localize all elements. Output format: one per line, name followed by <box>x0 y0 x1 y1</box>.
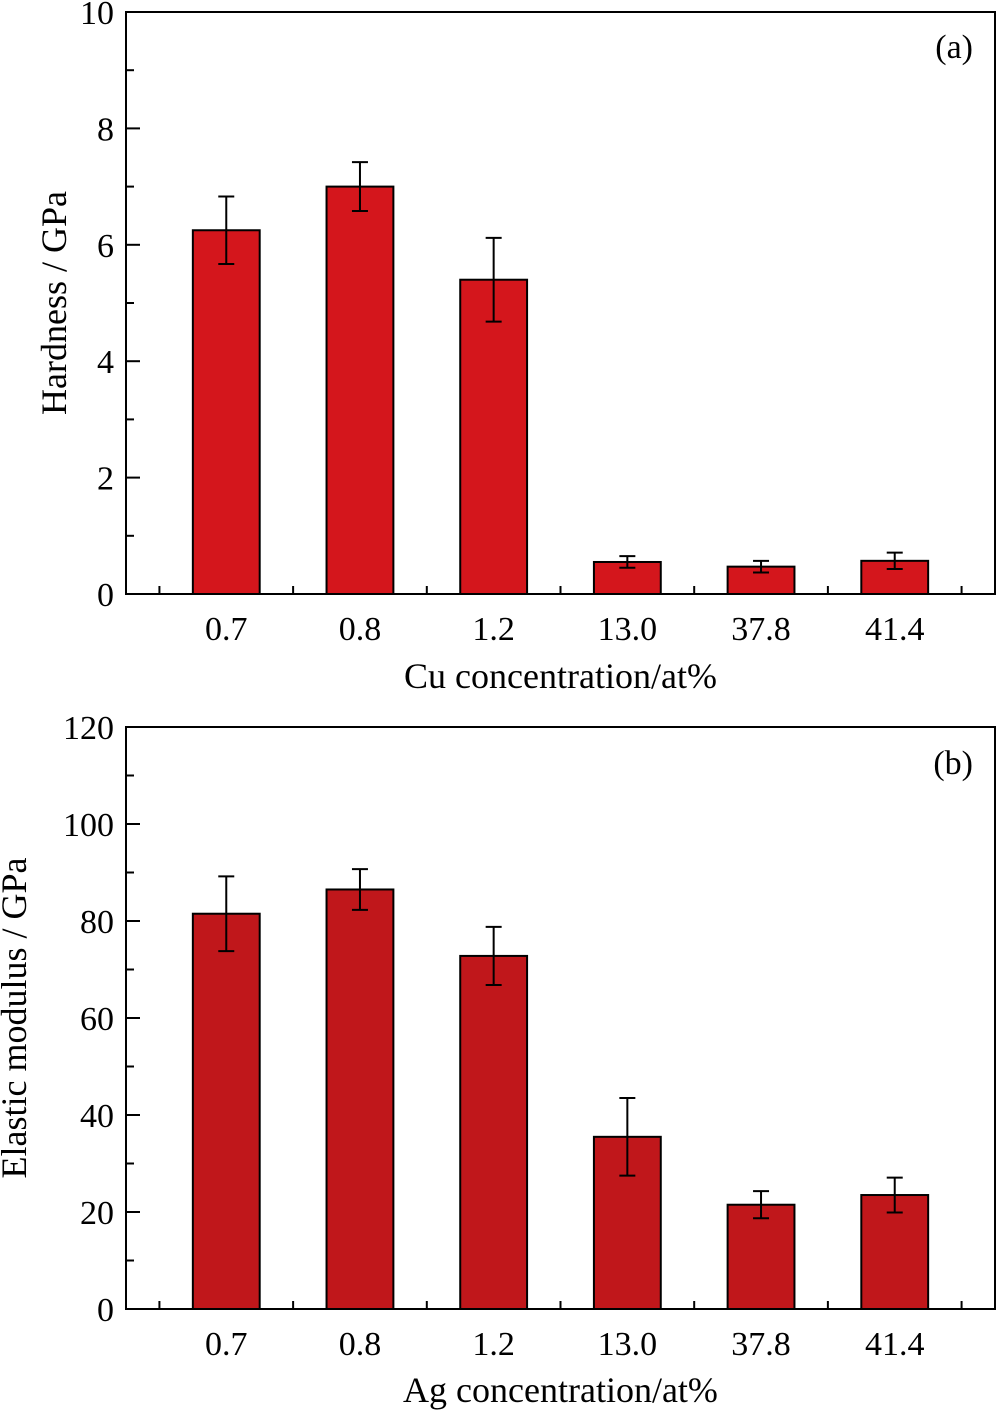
chart-panel-b: 0 20 40 60 80 100 120 0.7 0.8 1.2 13.0 37.8 41.4 Ag c… <box>0 710 996 1410</box>
y-tick-label: 60 <box>80 1001 114 1038</box>
error-bar-0.8 <box>351 161 368 213</box>
x-tick-label: 13.0 <box>598 611 658 648</box>
x-tick-label: 41.4 <box>865 1326 925 1363</box>
error-bar-1.2 <box>485 236 502 323</box>
y-tick-label: 120 <box>63 710 114 747</box>
x-tick-label: 0.8 <box>339 611 382 648</box>
x-tick-label: 0.8 <box>339 1326 382 1363</box>
x-tick-label: 37.8 <box>731 1326 791 1363</box>
error-bar-1.2 <box>485 925 502 987</box>
error-bar-0.7 <box>218 195 235 266</box>
y-tick-label: 100 <box>63 807 114 844</box>
panel-label: (a) <box>935 29 973 66</box>
bar-0.8 <box>325 185 395 595</box>
error-bar-37.8 <box>753 1190 770 1220</box>
y-tick-label: 0 <box>97 1292 114 1329</box>
y-tick-label: 8 <box>97 111 114 148</box>
y-tick-label: 0 <box>97 577 114 614</box>
y-tick-label: 2 <box>97 461 114 498</box>
error-bar-13.0 <box>619 1097 636 1177</box>
y-tick-label: 4 <box>97 344 114 381</box>
bar-0.7 <box>191 912 261 1310</box>
error-bar-0.8 <box>351 868 368 911</box>
error-bar-41.4 <box>886 551 903 570</box>
y-tick-label: 40 <box>80 1098 114 1135</box>
x-axis-title: Cu concentration/at% <box>404 656 717 696</box>
x-tick-label: 1.2 <box>472 1326 515 1363</box>
x-tick-label: 0.7 <box>205 1326 248 1363</box>
error-bar-0.7 <box>218 875 235 953</box>
x-tick-label: 13.0 <box>598 1326 658 1363</box>
bar-1.2 <box>459 278 529 595</box>
y-tick-label: 10 <box>80 0 114 32</box>
x-tick-label: 1.2 <box>472 611 515 648</box>
bar-0.8 <box>325 888 395 1310</box>
x-tick-label: 0.7 <box>205 611 248 648</box>
error-bar-13.0 <box>619 555 636 569</box>
x-tick-label: 37.8 <box>731 611 791 648</box>
bar-41.4 <box>860 1194 930 1311</box>
y-axis-title: Elastic modulus / GPa <box>0 857 34 1178</box>
y-tick-label: 80 <box>80 904 114 941</box>
y-tick-label: 6 <box>97 228 114 265</box>
error-bar-37.8 <box>753 559 770 574</box>
panel-label: (b) <box>933 745 973 782</box>
error-bar-41.4 <box>886 1176 903 1214</box>
y-tick-label: 20 <box>80 1195 114 1232</box>
chart-panel-a: 0 2 4 6 8 10 0.7 0.8 1.2 13.0 37.8 41.4 Cu concentra… <box>34 0 996 696</box>
bar-0.7 <box>191 229 261 595</box>
x-tick-label: 41.4 <box>865 611 925 648</box>
bar-1.2 <box>459 954 529 1310</box>
y-axis-title: Hardness / GPa <box>34 191 74 415</box>
x-axis-title: Ag concentration/at% <box>403 1370 718 1410</box>
bar-37.8 <box>726 1203 796 1310</box>
